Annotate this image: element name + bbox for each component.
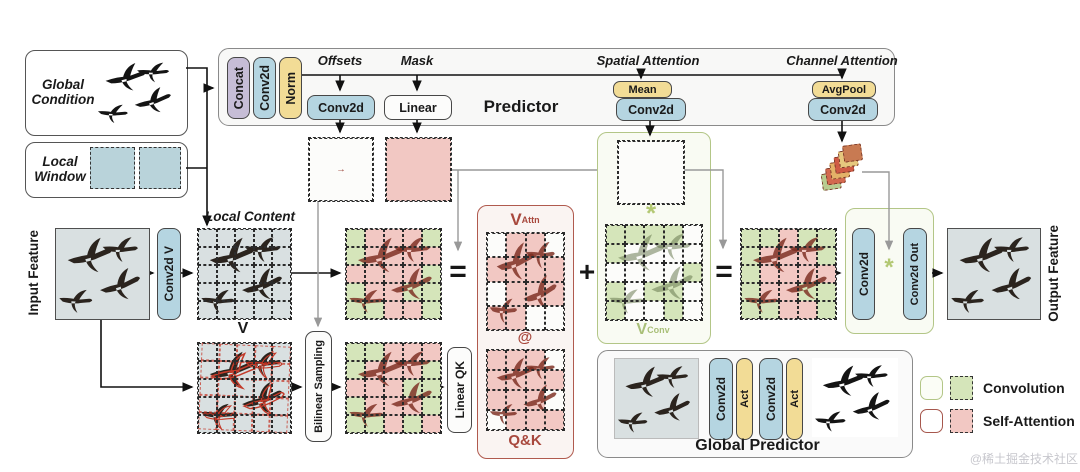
mask-linear-pill: Linear xyxy=(384,95,452,120)
offset-sampled-image xyxy=(197,342,292,434)
offsets-grid: ↖←↑↗↑↑↗↖↑↗←↗↓↘→↖↑→↓↘←↙↓↘→ xyxy=(308,137,374,202)
mask-label: Mask xyxy=(400,52,434,68)
spatial-conv2d-pill: Conv2d xyxy=(616,98,686,121)
global-condition-label: Global Condition xyxy=(31,77,95,107)
global-condition-image xyxy=(95,56,179,128)
watermark: @稀土掘金技术社区 xyxy=(969,452,1078,466)
legend-convolution-label: Convolution xyxy=(983,380,1065,396)
combined-result-grid xyxy=(740,228,837,320)
spatial-attention-grid xyxy=(617,140,685,205)
output-feature-label: Output Feature xyxy=(1045,224,1061,322)
equals-sign-2: = xyxy=(715,255,733,288)
linear-qk-pill: Linear QK xyxy=(447,347,472,433)
mask-grid xyxy=(385,137,452,202)
conv2d-v-pill: Conv2d V xyxy=(157,228,181,320)
local-window-grid-a xyxy=(90,147,135,189)
qk-image xyxy=(486,349,565,431)
avgpool-pill: AvgPool xyxy=(812,81,876,98)
gp-act-pill-1: Act xyxy=(736,358,753,440)
convolution-box-swatch xyxy=(920,376,943,400)
v-conv-title: V Conv xyxy=(636,321,670,338)
legend-self-attention-label: Self-Attention xyxy=(983,413,1075,429)
mean-pill: Mean xyxy=(613,81,672,98)
convolution-cell-swatch xyxy=(950,376,973,400)
v-label: V xyxy=(237,320,249,337)
self-attention-cell-swatch xyxy=(950,409,973,433)
conv2d-out-pill: Conv2d Out xyxy=(903,228,927,320)
at-operator: @ xyxy=(517,328,533,346)
local-window-grid-b xyxy=(139,147,181,189)
input-feature-image xyxy=(55,228,150,320)
global-predictor-output-image xyxy=(812,358,898,437)
channel-conv2d-pill: Conv2d xyxy=(808,98,878,121)
gp-act-pill-2: Act xyxy=(786,358,803,440)
gp-conv2d-pill-1: Conv2d xyxy=(709,358,733,440)
conv2d-pill: Conv2d xyxy=(253,57,276,119)
input-feature-label: Input Feature xyxy=(25,230,41,316)
self-attention-box-swatch xyxy=(920,409,943,433)
global-predictor-title: Global Predictor xyxy=(695,437,820,454)
spatial-multiply-star: * xyxy=(645,197,657,228)
masked-value-grid-bottom xyxy=(345,342,442,434)
plus-sign: + xyxy=(578,256,596,287)
v-attn-image xyxy=(486,232,565,331)
equals-sign-1: = xyxy=(449,255,467,288)
concat-pill: Concat xyxy=(227,57,250,119)
v-conv-image xyxy=(605,224,703,321)
channel-multiply-star: * xyxy=(884,254,894,281)
output-feature-image xyxy=(947,228,1041,320)
offsets-label: Offsets xyxy=(317,52,363,68)
channel-weights-icon xyxy=(817,142,869,194)
norm-pill: Norm xyxy=(279,57,302,119)
local-window-label: Local Window xyxy=(34,154,86,184)
spatial-attention-label: Spatial Attention xyxy=(596,52,700,68)
v-attn-title: V Attn xyxy=(510,210,540,229)
gp-conv2d-pill-2: Conv2d xyxy=(759,358,783,440)
masked-value-grid-top xyxy=(345,228,442,320)
local-content-label: Local Content xyxy=(205,208,295,224)
qk-label: Q&K xyxy=(508,431,542,449)
bilinear-sampling-pill: Bilinear Sampling xyxy=(305,331,332,442)
offsets-conv2d-pill: Conv2d xyxy=(307,95,375,120)
predictor-title: Predictor xyxy=(483,97,559,116)
channel-attention-label: Channel Attention xyxy=(786,52,898,68)
global-predictor-input-image xyxy=(614,358,699,439)
out-conv2d-pill: Conv2d xyxy=(852,228,875,320)
local-content-image xyxy=(197,228,292,320)
